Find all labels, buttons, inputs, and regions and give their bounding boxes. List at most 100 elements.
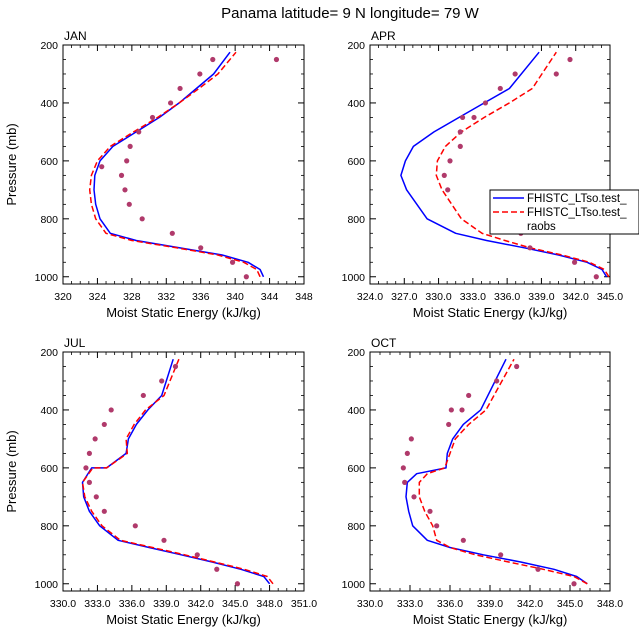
y-tick-label: 400 [40, 98, 58, 110]
x-tick-label: 327.0 [391, 291, 417, 303]
raobs-point [446, 421, 452, 428]
y-tick-label: 400 [347, 98, 365, 110]
x-tick-label: 340 [226, 291, 244, 303]
raobs-point [139, 216, 145, 222]
legend-label-model-dashed: FHISTC_LTso.test_ [527, 207, 627, 219]
raobs-point [404, 450, 410, 456]
y-tick-label: 1000 [35, 579, 59, 591]
x-tick-label: 336.0 [494, 291, 520, 303]
legend-label-raobs: raobs [527, 221, 556, 233]
raobs-point [593, 274, 599, 280]
raobs-point [571, 581, 577, 587]
legend-label-model-solid: FHISTC_LTso.test_ [527, 193, 627, 205]
x-tick-label: 345.0 [597, 291, 623, 303]
x-axis-label: Moist Static Energy (kJ/kg) [106, 612, 261, 627]
plot-area-oct [400, 358, 588, 587]
raobs-point [408, 436, 414, 442]
x-tick-label: 345.0 [222, 598, 248, 610]
raobs-point [86, 479, 92, 485]
panel-title-jul: JUL [64, 336, 86, 350]
raobs-point [101, 508, 107, 514]
x-tick-label: 330.0 [425, 291, 451, 303]
x-tick-label: 333.0 [460, 291, 486, 303]
raobs-point [93, 494, 99, 500]
series-line-solid [81, 358, 271, 585]
y-tick-label: 800 [40, 521, 58, 533]
raobs-point [169, 230, 175, 236]
raobs-point [571, 259, 578, 265]
raobs-point [411, 494, 417, 500]
y-tick-label: 600 [347, 463, 365, 475]
figure-title: Panama latitude= 9 N longitude= 79 W [221, 5, 480, 22]
panel-jul: JUL 330.0 333.0 336.0 339.0 342.0 345.0 348.0 35… [4, 336, 317, 627]
series-line-dashed [435, 51, 610, 278]
raobs-point [136, 129, 142, 135]
raobs-point [172, 363, 179, 370]
x-tick-label: 339.0 [153, 598, 179, 610]
raobs-point [229, 259, 236, 265]
raobs-point [124, 158, 130, 164]
x-tick-label: 342.0 [188, 598, 214, 610]
x-tick-label: 333.0 [397, 598, 423, 610]
panel-title-jan: JAN [64, 29, 87, 43]
raobs-point [466, 392, 472, 399]
raobs-point [494, 378, 500, 384]
x-axis-label: Moist Static Energy (kJ/kg) [413, 305, 568, 320]
y-tick-label: 400 [40, 405, 58, 417]
x-tick-label: 328 [123, 291, 141, 303]
raobs-point [527, 245, 533, 251]
raobs-point [535, 566, 541, 572]
raobs-point [214, 566, 220, 572]
series-line-dashed [418, 358, 588, 585]
y-axis-label: Pressure (mb) [4, 123, 19, 205]
y-tick-label: 600 [40, 156, 58, 168]
x-tick-label: 344 [261, 291, 279, 303]
x-tick-label: 348.0 [597, 598, 623, 610]
series-line-solid [93, 51, 265, 278]
raobs-point [127, 143, 133, 149]
plot-area-jan [88, 51, 280, 280]
raobs-point [273, 56, 280, 63]
y-tick-label: 200 [347, 347, 365, 359]
raobs-point [99, 164, 105, 170]
raobs-point [447, 158, 453, 164]
x-tick-label: 320 [54, 291, 72, 303]
x-tick-label: 345.0 [557, 598, 583, 610]
raobs-point [86, 450, 92, 456]
plot-frame-oct [369, 351, 611, 592]
raobs-point [140, 392, 146, 399]
x-tick-label: 336.0 [437, 598, 463, 610]
y-tick-label: 400 [347, 405, 365, 417]
y-tick-label: 1000 [342, 579, 366, 591]
y-tick-label: 1000 [342, 272, 366, 284]
panel-apr: APR 324.0 327.0 330.0 333.0 336.0 339.0 342.0 34… [342, 29, 624, 320]
raobs-point [471, 114, 477, 121]
y-tick-label: 800 [40, 214, 58, 226]
x-tick-label: 324.0 [357, 291, 383, 303]
raobs-point [553, 71, 559, 77]
x-tick-label: 324 [89, 291, 107, 303]
raobs-point [198, 245, 204, 251]
raobs-point [243, 274, 249, 280]
plot-area-jul [81, 358, 274, 587]
x-tick-label: 348 [295, 291, 313, 303]
raobs-point [149, 114, 156, 121]
raobs-point [427, 508, 433, 514]
series-line-solid [400, 51, 608, 278]
raobs-point [457, 143, 463, 149]
panel-title-oct: OCT [371, 336, 397, 350]
raobs-point [402, 479, 408, 485]
y-tick-label: 200 [40, 40, 58, 52]
raobs-point [512, 71, 518, 77]
raobs-point [92, 436, 98, 442]
panel-oct: OCT 330.0 333.0 336.0 339.0 342.0 345.0 348.0 20… [342, 336, 624, 627]
raobs-point [497, 85, 503, 92]
y-tick-label: 600 [40, 463, 58, 475]
y-tick-label: 200 [347, 40, 365, 52]
panel-title-apr: APR [371, 29, 396, 43]
raobs-point [482, 100, 489, 106]
raobs-point [108, 407, 114, 413]
raobs-point [167, 100, 174, 106]
x-tick-label: 351.0 [291, 598, 317, 610]
